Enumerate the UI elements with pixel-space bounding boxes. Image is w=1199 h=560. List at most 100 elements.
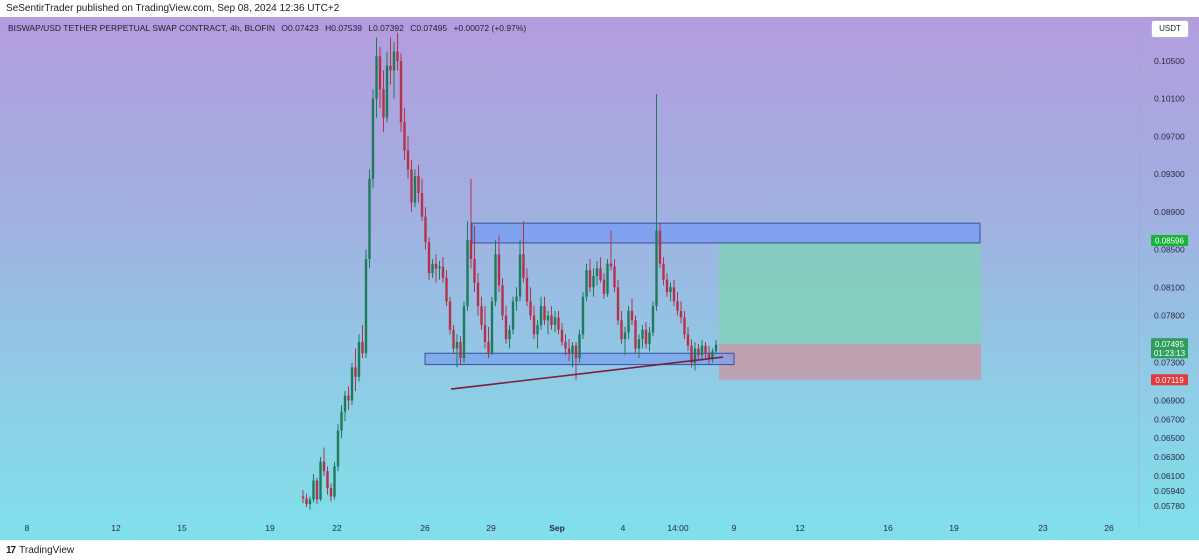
candle <box>511 296 515 335</box>
candle-body <box>585 270 588 297</box>
candlestick-chart[interactable]: 0.10500 0.10100 0.09700 0.09300 0.08900 0.085… <box>0 17 1199 540</box>
candle <box>574 341 578 380</box>
price-label-target: 0.08596 <box>1151 235 1188 247</box>
price-tick-label: 0.06900 <box>1154 395 1185 405</box>
candle <box>312 473 315 503</box>
candle-body <box>375 56 378 99</box>
candle <box>609 230 613 271</box>
candle-body <box>697 348 700 356</box>
candle <box>581 291 585 340</box>
price-tick-label: 0.07800 <box>1154 311 1185 321</box>
chart-frame[interactable]: 0.10500 0.10100 0.09700 0.09300 0.08900 0.085… <box>0 17 1199 540</box>
candle-body <box>609 263 613 267</box>
candle-body <box>497 254 501 286</box>
price-axis[interactable]: 0.10500 0.10100 0.09700 0.09300 0.08900 0.085… <box>1154 56 1185 511</box>
candle <box>476 273 480 316</box>
time-tick-label: 23 <box>1038 523 1048 533</box>
candle <box>557 310 560 335</box>
candle-body <box>476 282 480 307</box>
candle-body <box>431 263 434 274</box>
ohlc-close: C0.07495 <box>410 23 448 33</box>
candle <box>588 258 592 292</box>
price-label-bg <box>1151 338 1188 359</box>
candle <box>473 225 476 292</box>
price-label-text: 0.08596 <box>1155 237 1184 246</box>
candle-body <box>490 301 494 354</box>
candle <box>679 301 683 324</box>
price-tick-label: 0.05940 <box>1154 486 1185 496</box>
currency-button[interactable]: USDT <box>1151 20 1189 38</box>
time-tick-label: 8 <box>25 523 30 533</box>
candle-body <box>690 345 693 363</box>
candle-body <box>441 266 445 278</box>
candle <box>571 341 574 368</box>
candle-body <box>466 240 469 307</box>
candle-body <box>641 329 644 340</box>
time-tick-label: 4 <box>621 523 626 533</box>
candle-body <box>392 51 396 71</box>
candle <box>522 221 525 283</box>
candle <box>413 169 417 208</box>
candle <box>655 93 658 311</box>
candle <box>347 386 350 410</box>
candle-body <box>322 461 326 472</box>
candle <box>595 260 599 286</box>
candle <box>385 51 389 123</box>
candle-body <box>550 315 553 325</box>
candle <box>672 279 676 307</box>
resistance-zone <box>471 222 981 244</box>
candle-body <box>518 254 522 297</box>
candle <box>578 329 581 363</box>
candle <box>494 240 497 307</box>
candle-body <box>543 306 546 321</box>
candle-body <box>385 65 389 118</box>
candle-body <box>420 192 424 217</box>
candle <box>319 456 322 502</box>
price-tick-label: 0.09300 <box>1154 169 1185 179</box>
candle-body <box>588 270 592 288</box>
candle <box>438 260 441 280</box>
candles-layer <box>301 32 718 510</box>
candle <box>644 322 648 349</box>
candle-body <box>371 98 375 179</box>
price-tick-label: 0.05780 <box>1154 501 1185 511</box>
candle-body <box>483 324 487 342</box>
candle <box>592 268 595 297</box>
candle <box>501 277 504 321</box>
candle <box>490 296 494 356</box>
candle <box>399 53 403 132</box>
candle <box>403 108 406 160</box>
candle <box>550 306 553 330</box>
candle <box>606 258 609 297</box>
candle-body <box>511 301 515 330</box>
candle <box>308 496 312 510</box>
time-tick-label: 29 <box>486 523 496 533</box>
candle-body <box>627 310 630 333</box>
tradingview-logo-icon: 17 <box>6 544 16 556</box>
candle-body <box>546 315 550 321</box>
price-tick-label: 0.06500 <box>1154 433 1185 443</box>
candle <box>515 287 518 311</box>
candle <box>417 164 420 203</box>
symbol-legend[interactable]: BISWAP/USD TETHER PERPETUAL SWAP CONTRAC… <box>8 23 526 33</box>
candle <box>676 291 679 316</box>
candle <box>368 169 371 269</box>
candle-body <box>714 344 718 352</box>
candle <box>714 340 718 355</box>
candle <box>333 461 336 500</box>
candle-body <box>333 466 336 497</box>
time-tick-label: 26 <box>420 523 430 533</box>
candle-body <box>347 395 350 401</box>
candle <box>420 178 424 222</box>
candle <box>431 258 434 278</box>
candle-body <box>644 329 648 344</box>
candle-body <box>410 169 413 203</box>
candle <box>560 323 564 346</box>
candle-body <box>361 341 364 354</box>
candle <box>602 273 606 299</box>
candle-body <box>434 263 438 269</box>
time-tick-label: 14:00 <box>667 523 689 533</box>
price-tick-label: 0.10500 <box>1154 56 1185 66</box>
time-axis[interactable]: 8 12 15 19 22 26 29 Sep 4 14:00 9 12 16 19 23 26 <box>25 523 1114 533</box>
time-tick-label: 15 <box>177 523 187 533</box>
